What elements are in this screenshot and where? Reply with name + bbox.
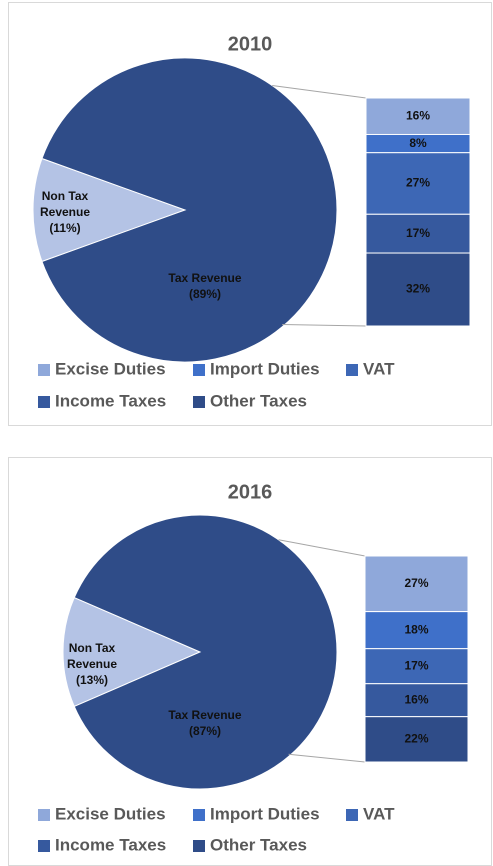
chart: 2016 27% 18% 17% 16% 22% Excise Duties Import D… <box>8 457 492 866</box>
legend-marker <box>38 840 50 852</box>
pie-label: Tax Revenue <box>168 708 242 722</box>
legend-label: Other Taxes <box>210 391 307 410</box>
pie-value-label: (89%) <box>188 287 221 301</box>
bar-segment <box>365 152 471 215</box>
pie-value-label: (13%) <box>75 673 108 687</box>
legend-label: VAT <box>363 359 395 378</box>
bar-segment <box>364 611 469 650</box>
bar-value-label: 18% <box>404 622 428 636</box>
chart-title: 2010 <box>228 33 273 55</box>
pie-value-label: (87%) <box>188 724 221 738</box>
legend-marker <box>346 364 358 376</box>
legend-marker <box>193 840 205 852</box>
connector-line <box>282 324 367 327</box>
bar-value-label: 16% <box>404 692 428 706</box>
bar-value-label: 22% <box>404 732 428 746</box>
legend-label: Excise Duties <box>55 804 166 823</box>
legend-label: Import Duties <box>210 804 320 823</box>
bar-segment <box>364 648 469 685</box>
connector-line <box>272 84 367 99</box>
legend-marker <box>193 396 205 408</box>
chart: 2010 16% 8% 27% 17% 32% Excise Duties Import Du… <box>8 2 492 426</box>
legend-label: Import Duties <box>210 359 320 378</box>
pie-slice <box>41 57 338 363</box>
bar-value-label: 16% <box>406 108 430 122</box>
pie-value-label: (11%) <box>49 221 81 235</box>
bar-segment <box>364 683 469 718</box>
bar-segment <box>365 97 471 135</box>
pie-label: Non Tax Revenue <box>39 189 91 219</box>
bar-value-label: 32% <box>406 282 430 296</box>
bar-value-label: 27% <box>406 176 430 190</box>
pie-slice <box>62 596 202 708</box>
legend-label: Excise Duties <box>55 359 166 378</box>
legend-label: Income Taxes <box>55 835 166 854</box>
pie-slice <box>32 157 187 263</box>
bar-value-label: 17% <box>404 658 428 672</box>
legend-marker <box>346 809 358 821</box>
pie-slice <box>73 514 338 790</box>
legend-label: Other Taxes <box>210 835 307 854</box>
bar-value-label: 27% <box>404 576 428 590</box>
pie-label: Non Tax Revenue <box>66 641 118 671</box>
pie-label: Tax Revenue <box>168 271 242 285</box>
legend-marker <box>193 364 205 376</box>
legend-label: VAT <box>363 804 395 823</box>
connector-line <box>288 753 366 763</box>
legend-marker <box>38 396 50 408</box>
bar-segment <box>364 555 469 613</box>
legend-marker <box>38 809 50 821</box>
bar-segment <box>364 716 469 763</box>
chart-title: 2016 <box>228 481 273 503</box>
legend-label: Income Taxes <box>55 391 166 410</box>
bar-segment <box>365 252 471 327</box>
legend-marker <box>193 809 205 821</box>
legend-marker <box>38 364 50 376</box>
bar-value-label: 8% <box>409 136 427 150</box>
bar-value-label: 17% <box>406 226 430 240</box>
connector-line <box>278 539 366 557</box>
